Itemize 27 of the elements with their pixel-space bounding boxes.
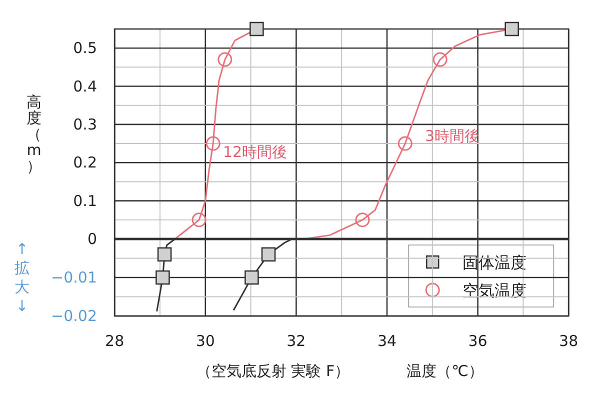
point bbox=[206, 136, 220, 151]
y-tick-label: 0.4 bbox=[73, 77, 97, 96]
point bbox=[355, 212, 370, 228]
point bbox=[432, 52, 448, 67]
x-tick-label: 28 bbox=[105, 332, 124, 350]
y-tick-label: 0.5 bbox=[73, 39, 97, 58]
point bbox=[504, 22, 519, 36]
text: （空気底反射 実験 F） bbox=[196, 362, 350, 380]
annotation: 12時間後 bbox=[223, 143, 288, 161]
point bbox=[218, 52, 232, 67]
y-tick-label: 0 bbox=[87, 230, 97, 248]
y-axis-title: 高度（m） bbox=[26, 93, 42, 175]
y-tick-label: −0.01 bbox=[51, 268, 97, 286]
x-tick-label: 36 bbox=[468, 332, 488, 350]
y-tick-label: 0.3 bbox=[73, 115, 97, 134]
y-tick-label: −0.02 bbox=[51, 307, 97, 325]
x-tick-label: 32 bbox=[286, 332, 306, 350]
point bbox=[250, 22, 264, 36]
point bbox=[398, 136, 412, 151]
y-tick-label: 0.1 bbox=[73, 192, 97, 210]
x-tick-label: 30 bbox=[196, 332, 215, 350]
y-tick-label: 0.2 bbox=[73, 154, 97, 172]
x-tick-label: 34 bbox=[377, 332, 397, 350]
point bbox=[192, 212, 206, 228]
x-axis-title: 温度（℃） bbox=[406, 362, 484, 380]
x-tick-label: 38 bbox=[559, 332, 578, 350]
y-axis-title: ↑拡大↓ bbox=[14, 240, 30, 315]
